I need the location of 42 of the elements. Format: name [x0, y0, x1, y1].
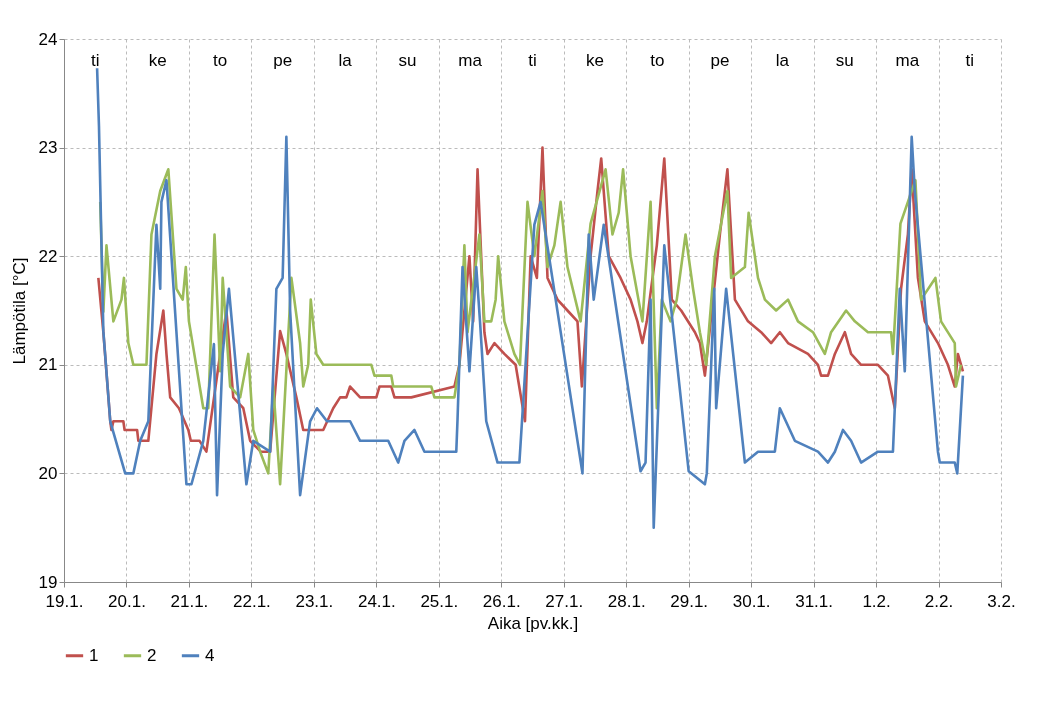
x-tick-label: 27.1.	[545, 591, 584, 611]
legend-label: 2	[147, 645, 157, 665]
x-tick-label: 29.1.	[670, 591, 709, 611]
x-tick-label: 28.1.	[607, 591, 646, 611]
annotation: ti	[528, 51, 537, 70]
y-tick-label: 20	[38, 463, 58, 483]
x-tick-label: 20.1.	[108, 591, 146, 611]
annotation: pe	[710, 51, 730, 70]
annotation: ma	[458, 51, 483, 70]
y-tick-label: 19	[38, 572, 58, 592]
x-tick-label: 25.1.	[420, 591, 459, 611]
legend-label: 4	[205, 645, 215, 665]
x-tick-label: 2.2.	[924, 591, 954, 611]
y-tick-label: 21	[38, 355, 58, 375]
x-tick-label: 23.1.	[295, 591, 334, 611]
x-tick-label: 30.1.	[732, 591, 771, 611]
x-tick-label: 21.1.	[170, 591, 209, 611]
x-tick-label: 3.2.	[987, 591, 1016, 611]
x-tick-label: 1.2.	[862, 591, 891, 611]
annotation: ti	[90, 51, 100, 70]
legend-label: 1	[89, 645, 99, 665]
annotation: to	[650, 51, 665, 70]
annotation: su	[835, 51, 854, 70]
x-tick-label: 24.1.	[357, 591, 396, 611]
annotation: la	[338, 51, 353, 70]
annotation: pe	[273, 51, 293, 70]
annotation: ke	[585, 51, 604, 70]
y-tick-label: 23	[38, 138, 58, 158]
annotation: ti	[965, 51, 975, 70]
x-tick-label: 19.1.	[45, 591, 84, 611]
y-axis-title: Lämpötila [°C]	[9, 257, 29, 365]
x-tick-label: 31.1.	[795, 591, 834, 611]
x-tick-label: 22.1.	[232, 591, 271, 611]
annotation: ke	[148, 51, 167, 70]
annotation: su	[398, 51, 417, 70]
y-tick-label: 24	[38, 29, 58, 49]
annotation: ma	[895, 51, 920, 70]
annotation: to	[213, 51, 228, 70]
x-tick-label: 26.1.	[482, 591, 521, 611]
x-axis-title: Aika [pv.kk.]	[487, 613, 579, 633]
annotation: la	[775, 51, 790, 70]
y-tick-label: 22	[38, 246, 58, 266]
